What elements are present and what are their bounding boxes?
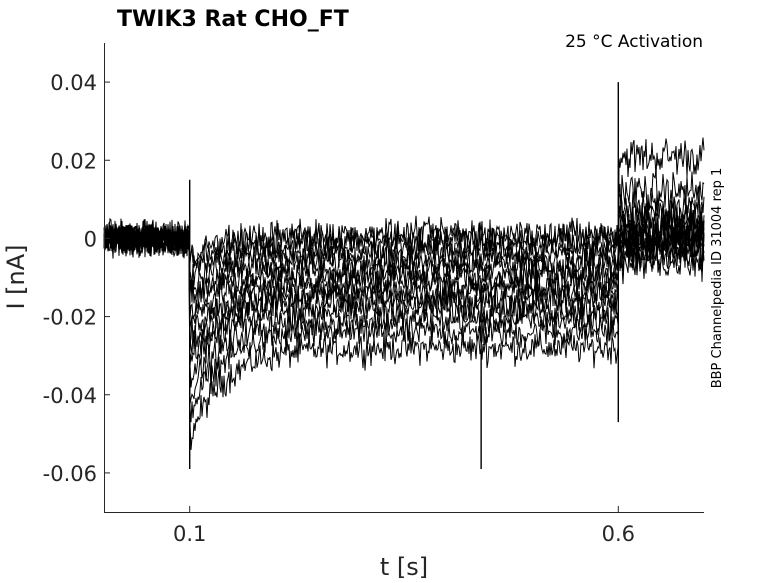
side-note: BBP Channelpedia ID 31004 rep 1 [710, 168, 725, 389]
chart-title: TWIK3 Rat CHO_FT [117, 7, 349, 32]
current-trace [103, 216, 705, 304]
y-axis-label: I [nA] [2, 244, 30, 309]
y-tick-label: 0.04 [50, 71, 97, 95]
x-tick-label: 0.6 [602, 522, 635, 546]
y-tick-label: 0 [84, 227, 97, 251]
current-trace [103, 208, 705, 346]
y-ticks: 0.04 0.02 0 -0.02 -0.04 -0.06 [43, 71, 110, 486]
current-trace [103, 170, 705, 423]
y-tick-label: -0.02 [43, 306, 97, 330]
x-tick-label: 0.1 [173, 522, 206, 546]
x-ticks: 0.1 0.6 [173, 506, 635, 546]
y-tick-label: -0.06 [43, 462, 97, 486]
current-trace [103, 184, 705, 404]
current-trace [103, 198, 705, 388]
current-trace [103, 218, 705, 319]
current-trace [103, 215, 705, 285]
y-tick-label: -0.04 [43, 384, 97, 408]
plot-traces [103, 82, 705, 470]
y-tick-label: 0.02 [50, 149, 97, 173]
x-axis-label: t [s] [380, 553, 428, 581]
chart-annotation: 25 °C Activation [565, 32, 703, 52]
